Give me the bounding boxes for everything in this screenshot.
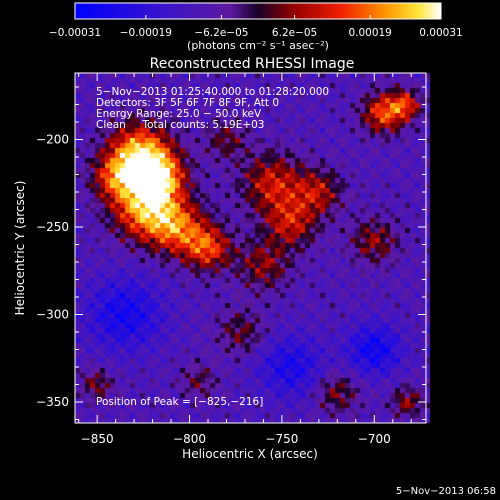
y-tick-label: −250 [36,220,69,234]
x-tick-label: −800 [173,432,206,446]
annotation-energy-range: Energy Range: 25.0 − 50.0 keV [96,108,262,120]
y-tick-label: −200 [36,133,69,147]
y-axis: −200 −250 −300 −350 [36,86,426,420]
colorbar-frame [74,2,442,20]
peak-position-label: Position of Peak = [−825,−216] [96,396,264,408]
annotation-total-counts: Clean Total counts: 5.19E+03 [96,119,265,131]
x-tick-label: −700 [358,432,391,446]
x-axis-label: Heliocentric X (arcsec) [182,447,318,461]
x-tick-label: −850 [81,432,114,446]
colorbar-unit-label: (photons cm⁻² s⁻¹ asec⁻²) [187,39,329,52]
y-tick-label: −300 [36,308,69,322]
x-axis: −850 −800 −750 −700 [78,73,412,446]
y-axis-label: Heliocentric Y (arcsec) [13,181,27,316]
annotation-detectors: Detectors: 3F 5F 6F 7F 8F 9F, Att 0 [96,97,280,109]
colorbar-tick-label: −0.00031 [49,27,101,39]
colorbar-tick-label: −0.00019 [120,27,172,39]
colorbar-tick-label: 0.00019 [348,27,391,39]
colorbar-tick-label: −6.2e−05 [194,27,248,39]
plot-frame [74,72,427,424]
colorbar-ticks: −0.00031 −0.00019 −6.2e−05 6.2e−05 0.00019 0.… [49,15,463,39]
footer-timestamp: 5−Nov−2013 06:58 [396,486,496,497]
x-tick-label: −750 [265,432,298,446]
chart-title: Reconstructed RHESSI Image [150,56,355,72]
y-tick-label: −350 [36,395,69,409]
annotation-time-range: 5−Nov−2013 01:25:40.000 to 01:28:20.000 [96,86,330,98]
colorbar-tick-label: 6.2e−05 [272,27,317,39]
colorbar-tick-label: 0.00031 [419,27,462,39]
